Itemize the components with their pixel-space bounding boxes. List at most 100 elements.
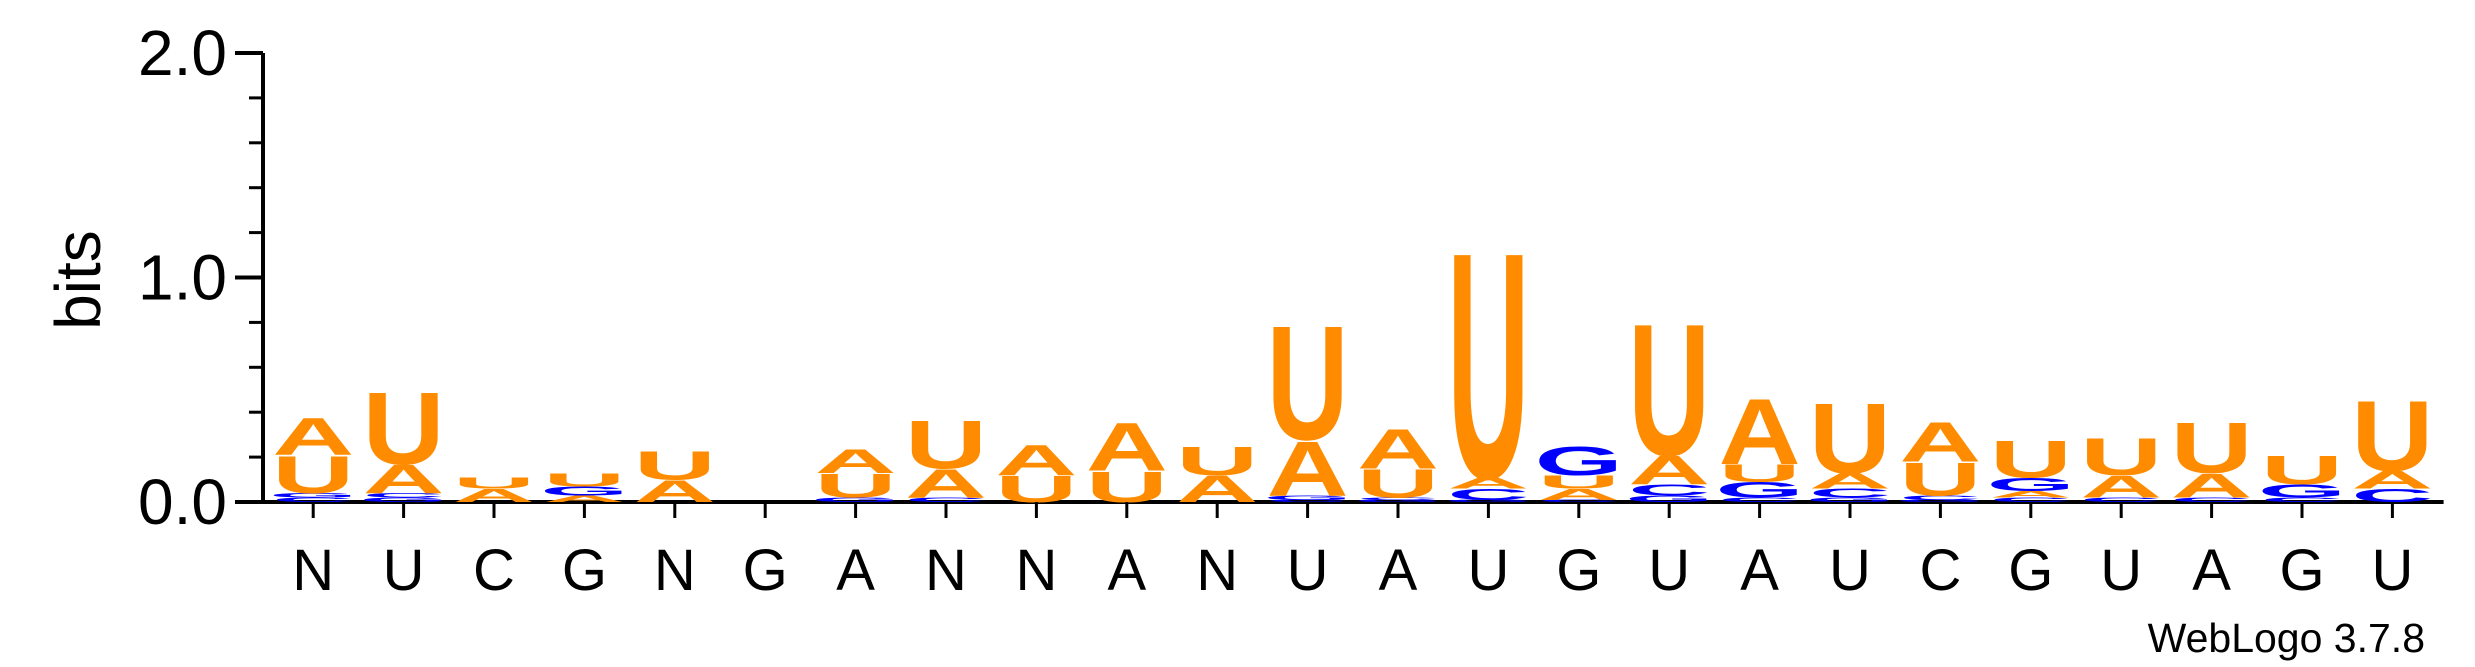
logo-stack: AU xyxy=(453,475,535,507)
position-label: G xyxy=(2279,538,2324,603)
position-label: A xyxy=(836,538,875,603)
logo-letter: A xyxy=(815,442,897,481)
position-label: G xyxy=(2008,538,2053,603)
position-label: A xyxy=(1107,538,1146,603)
position-label: N xyxy=(292,538,334,603)
logo-letter: C xyxy=(272,496,354,503)
logo-letter: G xyxy=(1987,474,2075,495)
logo-stack: CAU xyxy=(2080,427,2162,504)
logo-letter: C xyxy=(2351,485,2433,506)
logo-letter: U xyxy=(1990,429,2072,489)
logo-letter: C xyxy=(2171,496,2253,503)
logo-letter: A xyxy=(363,457,445,502)
logo-stack: AU xyxy=(1176,439,1258,510)
logo-letter: U xyxy=(1538,472,1620,493)
logo-letter: A xyxy=(1809,469,1891,493)
position-label: U xyxy=(1829,538,1871,603)
logo-letter: C xyxy=(1267,499,1349,503)
logo-letter: G xyxy=(540,484,628,498)
logo-letter: A xyxy=(2351,466,2433,494)
logo-stack: CAU xyxy=(2351,380,2433,506)
position-label: N xyxy=(1015,538,1057,603)
logo-letter: G xyxy=(269,492,357,499)
logo-letter: U xyxy=(1357,461,1439,506)
logo-letter: U xyxy=(543,469,625,490)
logo-stack: GUA xyxy=(811,442,899,505)
logo-letter: C xyxy=(363,492,445,499)
logo-letter: A xyxy=(905,461,987,506)
logo-letter: U xyxy=(2261,448,2343,493)
logo-letter: G xyxy=(1896,499,1984,503)
logo-letter: A xyxy=(1086,408,1168,485)
logo-stack: CAU xyxy=(2171,408,2253,505)
logo-letter: U xyxy=(2171,408,2253,488)
logo-letter: G xyxy=(1806,496,1894,503)
logo-letter: U xyxy=(453,475,535,492)
position-label: U xyxy=(1287,538,1329,603)
logo-letter: A xyxy=(1628,448,1710,493)
y-tick-label: 1.0 xyxy=(138,242,227,314)
logo-letter: A xyxy=(1357,417,1439,480)
position-label: C xyxy=(1919,538,1961,603)
y-tick-label: 0.0 xyxy=(138,466,227,538)
logo-letter: A xyxy=(1719,380,1801,485)
logo-letter: A xyxy=(2080,469,2162,504)
logo-letter: U xyxy=(1267,292,1349,474)
logo-letter: U xyxy=(1628,284,1710,495)
position-label: G xyxy=(743,538,788,603)
position-label: N xyxy=(925,538,967,603)
logo-letter: C xyxy=(1719,496,1801,503)
logo-letter: A xyxy=(995,436,1077,485)
position-label: N xyxy=(1196,538,1238,603)
logo-letter: C xyxy=(1990,496,2072,503)
weblogo-credit: WebLogo 3.7.8 xyxy=(2148,615,2425,661)
logo-letter: U xyxy=(634,443,716,488)
logo-letter: A xyxy=(1899,411,1981,474)
position-label: U xyxy=(1648,538,1690,603)
logo-stack: UA xyxy=(995,436,1077,510)
logo-letter: U xyxy=(363,371,445,486)
logo-letter: C xyxy=(1628,481,1710,498)
logo-letter: C xyxy=(2261,496,2343,503)
y-axis-label: bits xyxy=(42,230,114,330)
logo-letter: U xyxy=(272,445,354,505)
position-label: U xyxy=(2100,538,2142,603)
logo-letter: G xyxy=(1354,499,1442,503)
logo-letter: U xyxy=(1176,439,1258,484)
position-label: U xyxy=(1467,538,1509,603)
logo-letter: A xyxy=(543,494,625,505)
logo-letter: U xyxy=(905,406,987,483)
logo-letter: C xyxy=(2080,496,2162,503)
logo-letter: G xyxy=(359,496,447,503)
logo-letter: C xyxy=(1538,499,1620,503)
position-label: G xyxy=(562,538,607,603)
logo-letter: A xyxy=(1447,475,1529,492)
logo-stack: CAU xyxy=(905,406,987,507)
logo-stack: AGU xyxy=(540,469,628,504)
y-tick-label: 2.0 xyxy=(138,17,227,89)
position-label: U xyxy=(2371,538,2413,603)
logo-letter: U xyxy=(1899,453,1981,506)
position-label: C xyxy=(473,538,515,603)
logo-letter: A xyxy=(1990,489,2072,500)
position-label: A xyxy=(1740,538,1779,603)
logo-stack: UA xyxy=(1086,408,1168,512)
logo-letter: C xyxy=(1899,494,1981,501)
logo-letter: A xyxy=(453,485,535,506)
logo-letter: A xyxy=(2171,466,2253,505)
logo-letter: U xyxy=(2351,380,2433,492)
logo-letter: C xyxy=(905,496,987,503)
logo-letter: U xyxy=(1809,382,1891,494)
logo-letter: U xyxy=(1447,186,1529,546)
